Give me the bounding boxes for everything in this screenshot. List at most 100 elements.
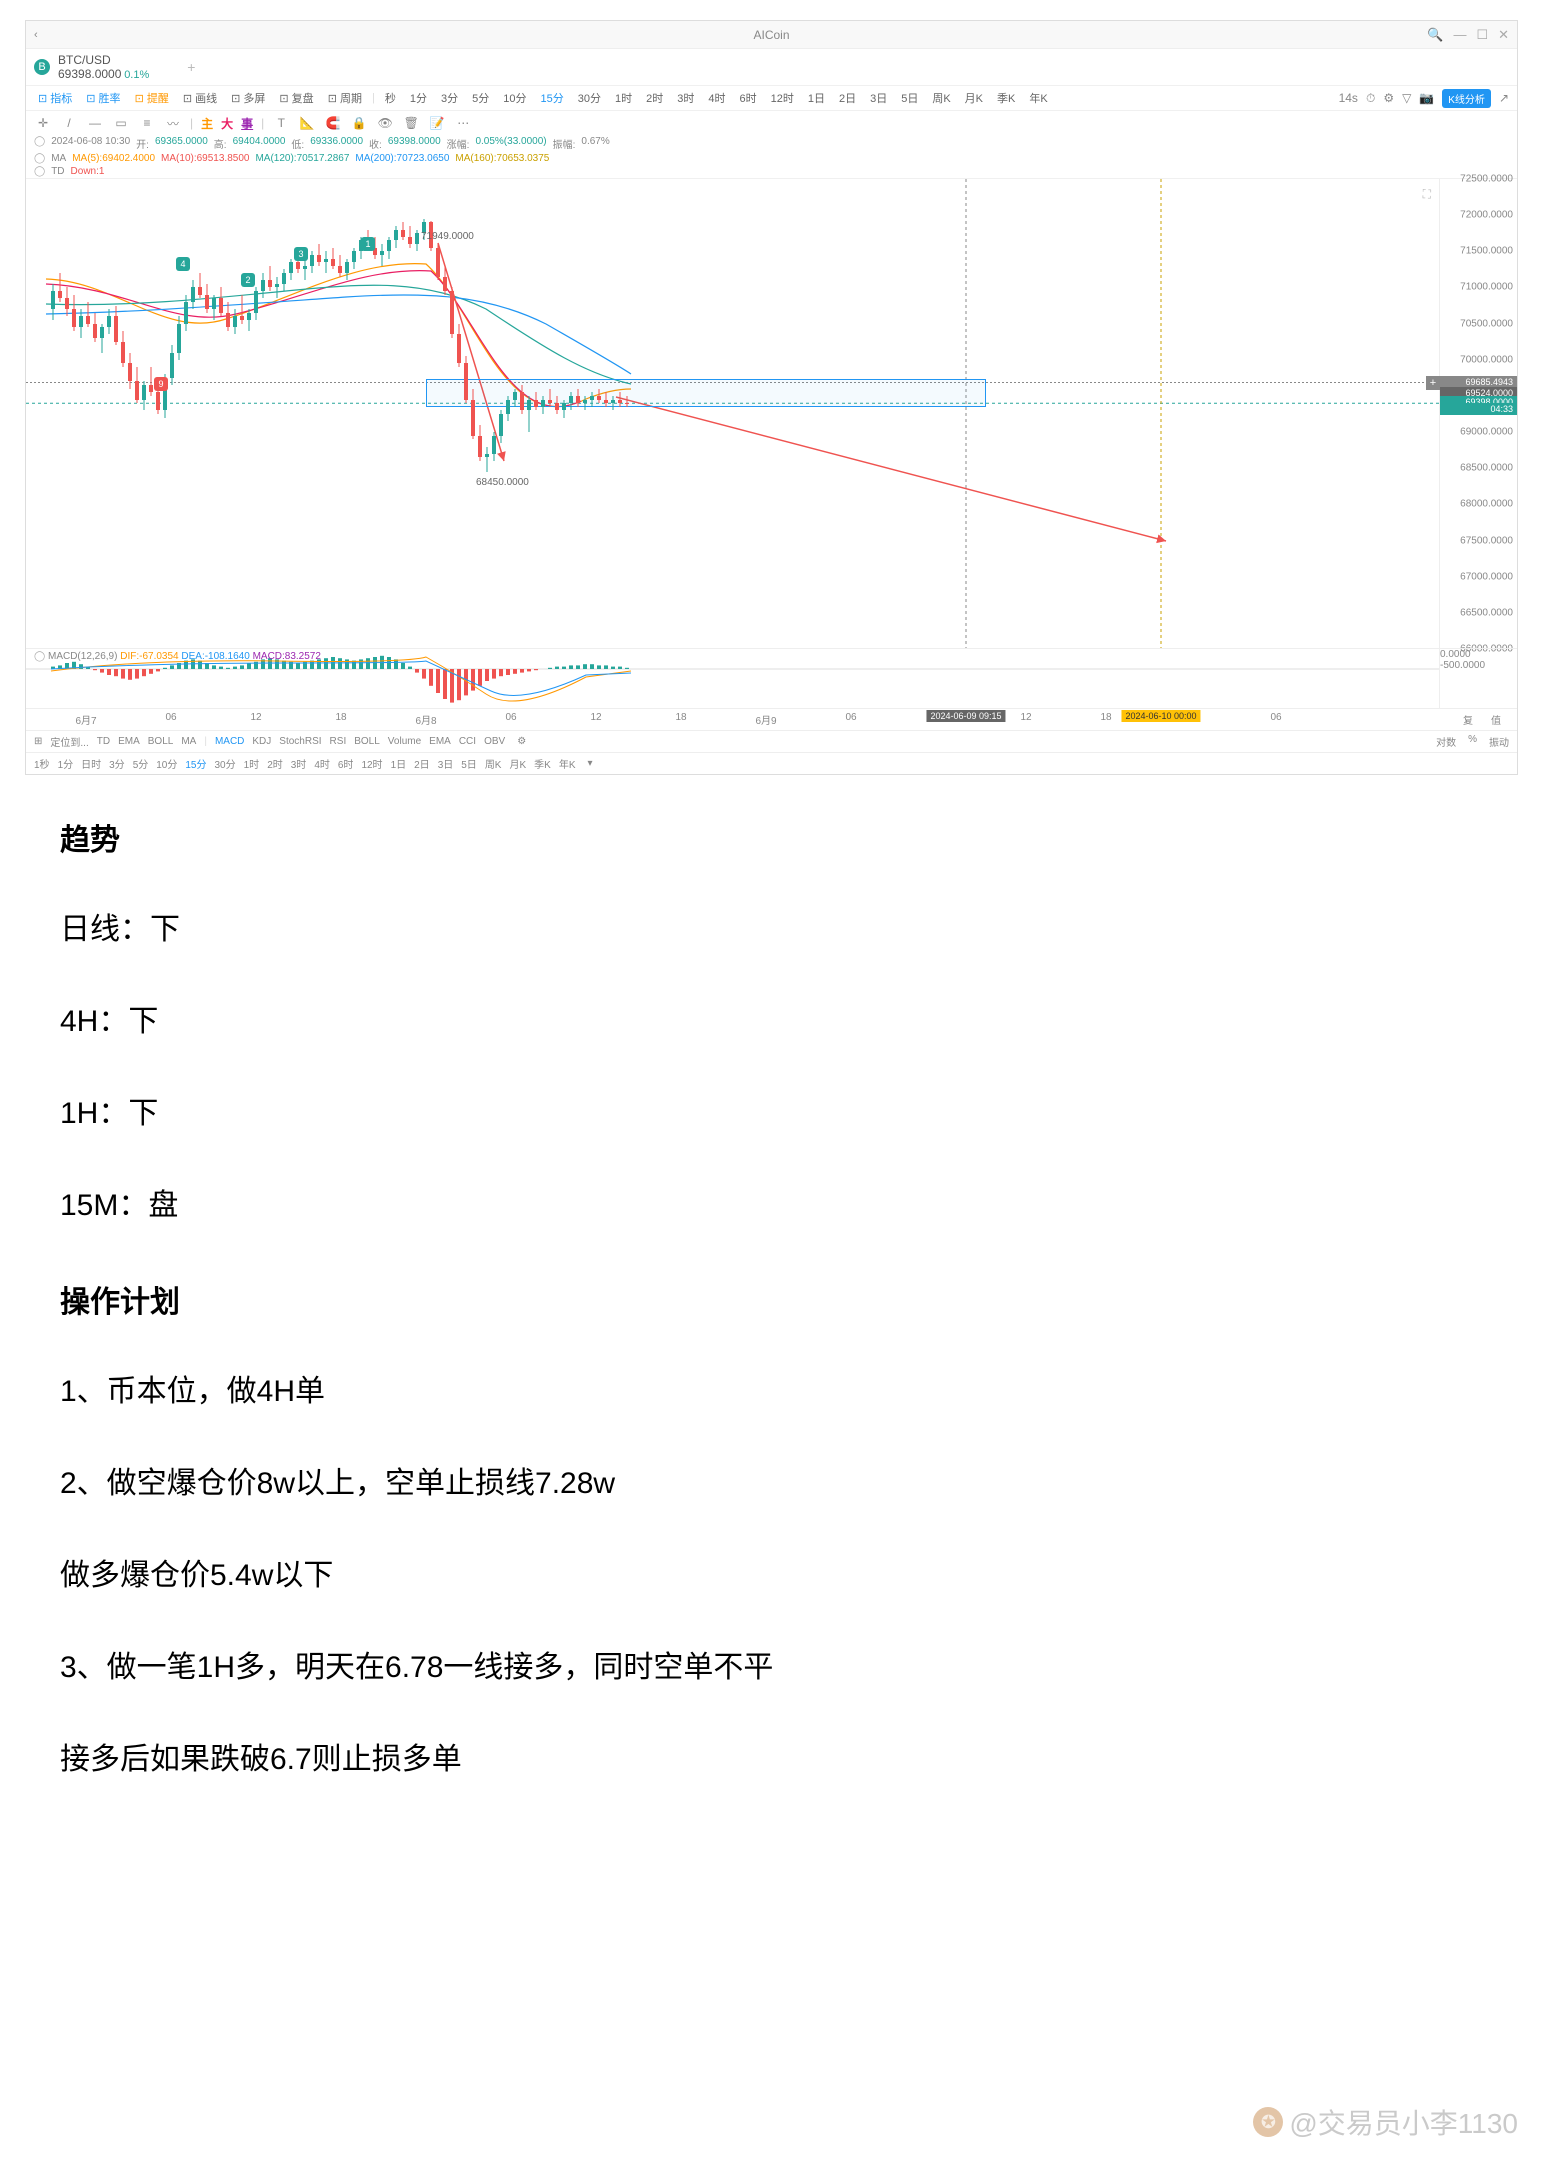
timeframe-tab[interactable]: 1分 (58, 756, 74, 771)
indicator-tab[interactable]: OBV (484, 736, 505, 747)
timeframe-tab[interactable]: 年K (559, 756, 576, 771)
indicator-tab[interactable]: MA (181, 736, 196, 747)
dropdown-icon[interactable]: ▾ (588, 758, 593, 769)
indicator-tab[interactable]: BOLL (354, 736, 380, 747)
interval-tab[interactable]: 30分 (574, 88, 605, 108)
expand-icon[interactable]: ⛶ (1423, 187, 1431, 202)
add-tab-icon[interactable]: + (187, 59, 195, 75)
interval-tab[interactable]: 2日 (835, 88, 860, 108)
indicator-tab[interactable]: CCI (459, 736, 476, 747)
indicator-tab[interactable]: Volume (388, 736, 421, 747)
add-price-alert-icon[interactable]: + (1426, 376, 1440, 390)
brush-icon[interactable]: 〰 (164, 114, 182, 132)
timeframe-tab[interactable]: 30分 (215, 756, 236, 771)
indicator-tab[interactable]: BOLL (148, 736, 174, 747)
settings-icon[interactable]: ⚙ (1383, 91, 1394, 105)
timeframe-tab[interactable]: 3时 (291, 756, 307, 771)
interval-tab[interactable]: 1分 (406, 88, 431, 108)
circle-icon[interactable]: ◯ (34, 166, 45, 177)
interval-tab[interactable]: 6时 (735, 88, 760, 108)
filter-icon[interactable]: ▽ (1402, 91, 1411, 105)
circle-icon[interactable]: ◯ (34, 153, 45, 164)
macd-canvas[interactable]: ◯ MACD(12,26,9) DIF:-67.0354 DEA:-108.16… (26, 649, 1439, 708)
interval-tab[interactable]: 3日 (866, 88, 891, 108)
toolbar-tab[interactable]: ⊡ 多屏 (227, 88, 269, 108)
timeframe-tab[interactable]: 1秒 (34, 756, 50, 771)
timeframe-tab[interactable]: 10分 (156, 756, 177, 771)
timeframe-tab[interactable]: 15分 (185, 756, 206, 771)
trend-line-icon[interactable]: / (60, 114, 78, 132)
timeframe-tab[interactable]: 周K (485, 756, 502, 771)
indicator-tab[interactable]: TD (97, 736, 110, 747)
timeframe-tab[interactable]: 3日 (438, 756, 454, 771)
timeframe-tab[interactable]: 4时 (314, 756, 330, 771)
toolbar-tab[interactable]: ⊡ 复盘 (275, 88, 317, 108)
back-icon[interactable]: ‹ (34, 29, 38, 41)
indicator-tab[interactable]: EMA (429, 736, 451, 747)
interval-tab[interactable]: 12时 (767, 88, 798, 108)
timeframe-tab[interactable]: 季K (534, 756, 551, 771)
indicator-tab[interactable]: EMA (118, 736, 140, 747)
close-icon[interactable]: ✕ (1498, 27, 1509, 43)
crosshair-icon[interactable]: ✛ (34, 114, 52, 132)
zhi-label[interactable]: 值 (1491, 712, 1501, 727)
interval-tab[interactable]: 3分 (437, 88, 462, 108)
toolbar-tab[interactable]: ⊡ 提醒 (131, 88, 173, 108)
fu-label[interactable]: 复 (1463, 712, 1473, 727)
fib-icon[interactable]: ≡ (138, 114, 156, 132)
timeframe-tab[interactable]: 月K (509, 756, 526, 771)
toolbar-tab[interactable]: ⊡ 周期 (324, 88, 366, 108)
eye-icon[interactable]: 👁 (376, 114, 394, 132)
more-icon[interactable]: ⋯ (454, 114, 472, 132)
interval-tab[interactable]: 1时 (611, 88, 636, 108)
percent-toggle[interactable]: % (1468, 734, 1477, 749)
circle-icon[interactable]: ◯ (34, 136, 45, 151)
log-scale-toggle[interactable]: 对数 (1436, 734, 1456, 749)
timeframe-tab[interactable]: 1日 (391, 756, 407, 771)
timeframe-tab[interactable]: 日时 (81, 756, 101, 771)
clock-icon[interactable]: ⏱ (1366, 91, 1375, 106)
locate-button[interactable]: 定位到... (50, 734, 88, 749)
k-analysis-button[interactable]: K线分析 (1442, 89, 1491, 108)
interval-tab[interactable]: 15分 (536, 88, 567, 108)
timeframe-tab[interactable]: 3分 (109, 756, 125, 771)
timeframe-tab[interactable]: 2日 (414, 756, 430, 771)
interval-tab[interactable]: 周K (928, 88, 954, 108)
interval-tab[interactable]: 季K (993, 88, 1019, 108)
indicator-settings-icon[interactable]: ⚙ (517, 736, 526, 747)
delete-icon[interactable]: 🗑 (402, 114, 420, 132)
indicator-tab[interactable]: RSI (330, 736, 347, 747)
note-icon[interactable]: 📝 (428, 114, 446, 132)
event-button[interactable]: 事 (241, 115, 253, 132)
timeframe-tab[interactable]: 1时 (244, 756, 260, 771)
share-icon[interactable]: ↗ (1499, 91, 1509, 105)
text-icon[interactable]: T (272, 114, 290, 132)
rect-icon[interactable]: ▭ (112, 114, 130, 132)
big-button[interactable]: 大 (221, 115, 233, 132)
indicator-tab[interactable]: MACD (215, 736, 244, 747)
interval-tab[interactable]: 月K (961, 88, 987, 108)
interval-tab[interactable]: 5分 (468, 88, 493, 108)
maximize-icon[interactable]: ☐ (1476, 27, 1488, 43)
symbol-pair[interactable]: BTC/USD (58, 53, 149, 67)
camera-icon[interactable]: 📷 (1419, 91, 1434, 105)
timeframe-tab[interactable]: 2时 (267, 756, 283, 771)
circle-icon[interactable]: ◯ (34, 651, 45, 662)
indicator-tab[interactable]: KDJ (252, 736, 271, 747)
magnet-icon[interactable]: 🧲 (324, 114, 342, 132)
ruler-icon[interactable]: 📐 (298, 114, 316, 132)
interval-tab[interactable]: 年K (1025, 88, 1051, 108)
timeframe-tab[interactable]: 5分 (133, 756, 149, 771)
interval-tab[interactable]: 5日 (897, 88, 922, 108)
timeframe-tab[interactable]: 6时 (338, 756, 354, 771)
toolbar-tab[interactable]: ⊡ 画线 (179, 88, 221, 108)
horizontal-line-icon[interactable]: — (86, 114, 104, 132)
interval-tab[interactable]: 1日 (804, 88, 829, 108)
main-indicator-button[interactable]: 主 (201, 115, 213, 132)
chart-canvas[interactable]: ⛶ 4231971949.000068450.0000 (26, 179, 1439, 648)
search-icon[interactable]: 🔍 (1427, 27, 1443, 43)
lock-icon[interactable]: 🔒 (350, 114, 368, 132)
indicator-tab[interactable]: StochRSI (279, 736, 321, 747)
timeframe-tab[interactable]: 12时 (361, 756, 382, 771)
interval-tab[interactable]: 3时 (673, 88, 698, 108)
